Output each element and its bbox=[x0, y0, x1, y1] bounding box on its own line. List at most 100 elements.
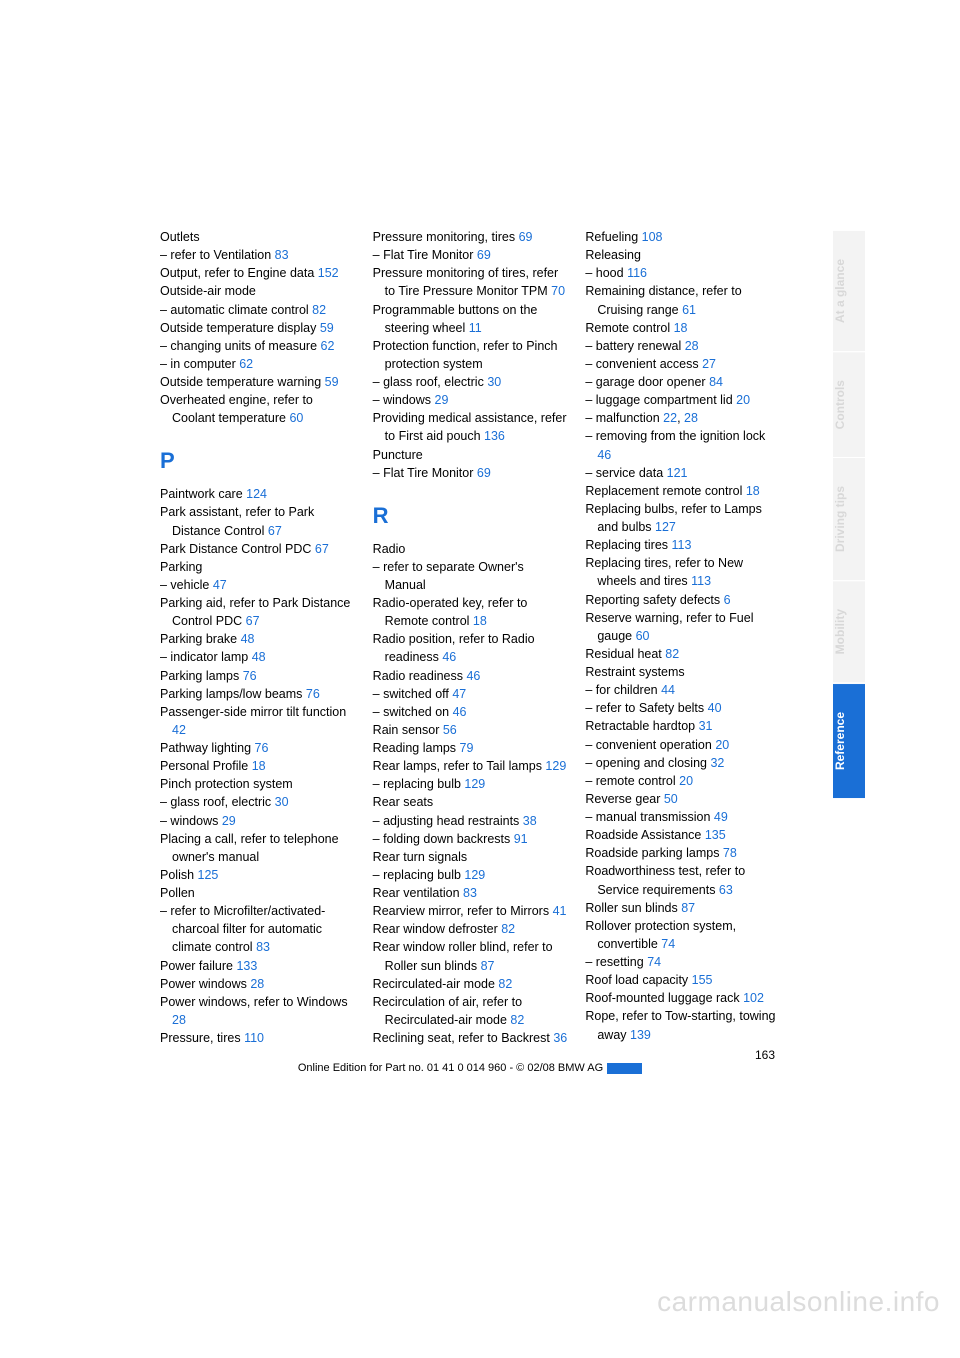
page-reference[interactable]: 82 bbox=[510, 1013, 524, 1027]
page-reference[interactable]: 139 bbox=[630, 1028, 651, 1042]
page-reference[interactable]: 133 bbox=[236, 959, 257, 973]
page-reference[interactable]: 60 bbox=[289, 411, 303, 425]
page-reference[interactable]: 129 bbox=[464, 777, 485, 791]
page-reference[interactable]: 76 bbox=[306, 687, 320, 701]
page-reference[interactable]: 46 bbox=[597, 448, 611, 462]
page-reference[interactable]: 67 bbox=[268, 524, 282, 538]
page-reference[interactable]: 28 bbox=[684, 411, 698, 425]
page-reference[interactable]: 127 bbox=[655, 520, 676, 534]
page-reference[interactable]: 129 bbox=[464, 868, 485, 882]
page-reference[interactable]: 46 bbox=[453, 705, 467, 719]
page-reference[interactable]: 125 bbox=[198, 868, 219, 882]
page-reference[interactable]: 83 bbox=[275, 248, 289, 262]
page-reference[interactable]: 28 bbox=[172, 1013, 186, 1027]
page-reference[interactable]: 38 bbox=[523, 814, 537, 828]
page-reference[interactable]: 56 bbox=[443, 723, 457, 737]
page-reference[interactable]: 91 bbox=[514, 832, 528, 846]
page-reference[interactable]: 6 bbox=[724, 593, 731, 607]
page-reference[interactable]: 20 bbox=[715, 738, 729, 752]
page-reference[interactable]: 102 bbox=[743, 991, 764, 1005]
page-reference[interactable]: 135 bbox=[705, 828, 726, 842]
page-reference[interactable]: 136 bbox=[484, 429, 505, 443]
page-reference[interactable]: 82 bbox=[498, 977, 512, 991]
page-reference[interactable]: 62 bbox=[321, 339, 335, 353]
page-reference[interactable]: 28 bbox=[685, 339, 699, 353]
page-reference[interactable]: 11 bbox=[469, 321, 482, 335]
page-reference[interactable]: 70 bbox=[551, 284, 565, 298]
page-reference[interactable]: 87 bbox=[681, 901, 695, 915]
page-reference[interactable]: 84 bbox=[709, 375, 723, 389]
page-reference[interactable]: 32 bbox=[710, 756, 724, 770]
page-reference[interactable]: 67 bbox=[246, 614, 260, 628]
page-reference[interactable]: 27 bbox=[702, 357, 716, 371]
page-reference[interactable]: 42 bbox=[172, 723, 186, 737]
page-reference[interactable]: 121 bbox=[667, 466, 688, 480]
index-entry: – adjusting head restraints 38 bbox=[373, 812, 568, 830]
page-reference[interactable]: 28 bbox=[250, 977, 264, 991]
index-entry-text: Outside-air mode bbox=[160, 284, 256, 298]
page-reference[interactable]: 76 bbox=[255, 741, 269, 755]
page-reference[interactable]: 48 bbox=[252, 650, 266, 664]
page-reference[interactable]: 108 bbox=[642, 230, 663, 244]
page-reference[interactable]: 83 bbox=[463, 886, 477, 900]
page-reference[interactable]: 155 bbox=[692, 973, 713, 987]
page-reference[interactable]: 22 bbox=[663, 411, 677, 425]
page-reference[interactable]: 59 bbox=[325, 375, 339, 389]
page-reference[interactable]: 67 bbox=[315, 542, 329, 556]
page-reference[interactable]: 61 bbox=[682, 303, 696, 317]
page-reference[interactable]: 18 bbox=[746, 484, 760, 498]
tab-mobility[interactable]: Mobility bbox=[833, 580, 865, 682]
page-reference[interactable]: 62 bbox=[239, 357, 253, 371]
page-reference[interactable]: 18 bbox=[252, 759, 266, 773]
page-reference[interactable]: 47 bbox=[452, 687, 466, 701]
page-reference[interactable]: 82 bbox=[501, 922, 515, 936]
page-reference[interactable]: 36 bbox=[553, 1031, 567, 1045]
page-reference[interactable]: 18 bbox=[473, 614, 487, 628]
page-reference[interactable]: 41 bbox=[553, 904, 567, 918]
tab-at-a-glance[interactable]: At a glance bbox=[833, 230, 865, 351]
index-entry: Roof-mounted luggage rack 102 bbox=[585, 989, 780, 1007]
page-reference[interactable]: 82 bbox=[665, 647, 679, 661]
page-reference[interactable]: 59 bbox=[320, 321, 334, 335]
page-reference[interactable]: 18 bbox=[674, 321, 688, 335]
page-reference[interactable]: 46 bbox=[442, 650, 456, 664]
tab-driving-tips[interactable]: Driving tips bbox=[833, 457, 865, 580]
tab-reference[interactable]: Reference bbox=[833, 683, 865, 798]
page-reference[interactable]: 31 bbox=[699, 719, 713, 733]
page-reference[interactable]: 20 bbox=[736, 393, 750, 407]
page-reference[interactable]: 29 bbox=[435, 393, 449, 407]
page-reference[interactable]: 79 bbox=[460, 741, 474, 755]
index-entry: Providing medical assistance, refer to F… bbox=[373, 409, 568, 445]
tab-controls[interactable]: Controls bbox=[833, 351, 865, 457]
page-reference[interactable]: 48 bbox=[241, 632, 255, 646]
page-reference[interactable]: 83 bbox=[256, 940, 270, 954]
page-reference[interactable]: 129 bbox=[545, 759, 566, 773]
page-reference[interactable]: 29 bbox=[222, 814, 236, 828]
page-reference[interactable]: 87 bbox=[481, 959, 495, 973]
page-reference[interactable]: 50 bbox=[664, 792, 678, 806]
page-reference[interactable]: 124 bbox=[246, 487, 267, 501]
page-reference[interactable]: 47 bbox=[213, 578, 227, 592]
page-reference[interactable]: 69 bbox=[477, 248, 491, 262]
page-reference[interactable]: 116 bbox=[627, 266, 647, 280]
page-reference[interactable]: 20 bbox=[679, 774, 693, 788]
page-reference[interactable]: 30 bbox=[487, 375, 501, 389]
page-reference[interactable]: 30 bbox=[275, 795, 289, 809]
page-reference[interactable]: 113 bbox=[672, 538, 692, 552]
page-reference[interactable]: 113 bbox=[691, 574, 711, 588]
page-reference[interactable]: 74 bbox=[661, 937, 675, 951]
page-reference[interactable]: 44 bbox=[661, 683, 675, 697]
page-reference[interactable]: 40 bbox=[708, 701, 722, 715]
page-reference[interactable]: 49 bbox=[714, 810, 728, 824]
page-reference[interactable]: 69 bbox=[519, 230, 533, 244]
page-reference[interactable]: 78 bbox=[723, 846, 737, 860]
page-reference[interactable]: 69 bbox=[477, 466, 491, 480]
page-reference[interactable]: 110 bbox=[244, 1031, 264, 1045]
page-reference[interactable]: 152 bbox=[318, 266, 339, 280]
page-reference[interactable]: 82 bbox=[312, 303, 326, 317]
page-reference[interactable]: 76 bbox=[243, 669, 257, 683]
page-reference[interactable]: 63 bbox=[719, 883, 733, 897]
page-reference[interactable]: 74 bbox=[647, 955, 661, 969]
page-reference[interactable]: 60 bbox=[636, 629, 650, 643]
page-reference[interactable]: 46 bbox=[466, 669, 480, 683]
